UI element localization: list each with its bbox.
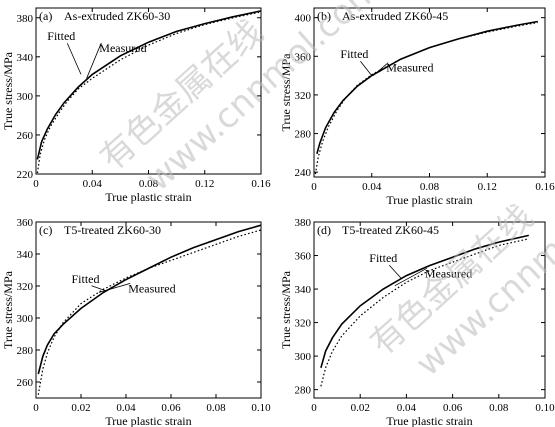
panel-title: T5-treated ZK60-45 xyxy=(342,223,439,237)
leader-fitted xyxy=(66,43,82,75)
x-axis-title: True plastic strain xyxy=(386,193,472,207)
x-tick-label: 0.04 xyxy=(397,402,417,414)
watermark-top: 有色金属在线 www.cnnmol.com xyxy=(93,0,388,199)
x-axis-title: True plastic strain xyxy=(105,190,191,204)
annotation-fitted: Fitted xyxy=(369,251,397,265)
annotation-fitted: Fitted xyxy=(47,29,75,43)
y-tick-label: 240 xyxy=(295,167,312,179)
x-tick-label: 0.08 xyxy=(489,402,509,414)
measured-curve xyxy=(320,238,529,387)
annotation-fitted: Fitted xyxy=(71,272,99,286)
y-tick-label: 260 xyxy=(17,130,34,142)
panel-label: (b) xyxy=(317,9,331,23)
panel-label: (a) xyxy=(39,9,52,23)
leader-fitted xyxy=(91,285,106,292)
x-tick-label: 0.08 xyxy=(420,181,440,193)
annotation-measured: Measured xyxy=(128,281,175,295)
panel-title: T5-treated ZK60-30 xyxy=(64,223,161,237)
fitted-curve xyxy=(37,224,262,375)
panel-a: 0 0.04 0.08 0.12 0.16 220 260 300 340 380 True pla… xyxy=(1,7,271,204)
plot-frame xyxy=(35,221,262,399)
leader-measured xyxy=(394,267,428,287)
measured-curve xyxy=(37,229,262,395)
annotation-measured: Measured xyxy=(425,266,472,280)
x-tick-label: 0.04 xyxy=(362,181,382,193)
y-tick-label: 340 xyxy=(17,52,34,64)
leader-measured xyxy=(86,42,102,79)
annotation-measured: Measured xyxy=(386,61,433,75)
annotation-fitted: Fitted xyxy=(340,47,368,61)
x-tick-label: 0.08 xyxy=(139,178,159,190)
y-tick-label: 360 xyxy=(17,217,34,229)
panel-label: (d) xyxy=(317,223,331,237)
measured-curve xyxy=(314,21,538,175)
x-tick-label: 0.02 xyxy=(351,402,370,414)
x-tick-label: 0.10 xyxy=(251,402,271,414)
x-tick-label: 0 xyxy=(33,402,39,414)
y-axis-title: True stress/MPa xyxy=(1,270,15,349)
fitted-curve xyxy=(316,20,538,155)
y-tick-label: 220 xyxy=(17,169,34,181)
panel-c: 0 0.02 0.04 0.06 0.08 0.10 260 280 300 320 340 360 T… xyxy=(1,217,271,427)
y-tick-label: 280 xyxy=(295,129,312,141)
panel-b: 0 0.04 0.08 0.12 0.16 240 280 320 360 400 True pla… xyxy=(279,7,555,207)
x-tick-label: 0 xyxy=(311,181,317,193)
x-tick-label: 0.12 xyxy=(195,178,214,190)
panel-title: As-extruded ZK60-45 xyxy=(342,9,448,23)
y-tick-label: 300 xyxy=(17,91,34,103)
y-tick-label: 260 xyxy=(17,377,34,389)
y-tick-label: 320 xyxy=(17,281,34,293)
panel-title: As-extruded ZK60-30 xyxy=(64,9,170,23)
y-axis-title: True stress/MPa xyxy=(279,53,293,132)
panel-label: (c) xyxy=(39,223,52,237)
y-tick-label: 340 xyxy=(295,284,312,296)
x-tick-label: 0.06 xyxy=(443,402,463,414)
y-tick-label: 380 xyxy=(17,13,34,25)
y-tick-label: 300 xyxy=(17,313,34,325)
x-tick-label: 0.02 xyxy=(71,402,90,414)
x-tick-label: 0.08 xyxy=(206,402,226,414)
x-tick-label: 0.16 xyxy=(251,178,271,190)
y-tick-label: 360 xyxy=(295,51,312,63)
panel-d: 0 0.02 0.04 0.06 0.08 0.10 280 300 320 340 360 380 T… xyxy=(279,217,555,427)
x-tick-label: 0 xyxy=(33,178,39,190)
x-tick-label: 0.04 xyxy=(116,402,136,414)
plot-frame xyxy=(313,221,546,399)
x-tick-label: 0.12 xyxy=(478,181,497,193)
y-tick-label: 400 xyxy=(295,13,312,25)
leader-measured xyxy=(372,62,389,76)
fitted-curve xyxy=(36,10,262,160)
leader-measured xyxy=(98,283,131,293)
x-axis-title: True plastic strain xyxy=(386,414,472,427)
y-tick-label: 320 xyxy=(295,318,312,330)
x-tick-label: 0.10 xyxy=(535,402,555,414)
y-tick-label: 280 xyxy=(295,385,312,397)
y-tick-label: 380 xyxy=(295,217,312,229)
y-tick-label: 280 xyxy=(17,345,34,357)
y-axis-title: True stress/MPa xyxy=(1,51,15,130)
fitted-curve xyxy=(320,234,529,369)
x-tick-label: 0.04 xyxy=(83,178,103,190)
y-tick-label: 360 xyxy=(295,251,312,263)
x-tick-label: 0 xyxy=(311,402,317,414)
x-tick-label: 0.06 xyxy=(161,402,181,414)
leader-fitted xyxy=(389,264,403,280)
y-axis-title: True stress/MPa xyxy=(279,270,293,349)
x-axis-title: True plastic strain xyxy=(105,414,191,427)
y-tick-label: 340 xyxy=(17,249,34,261)
y-tick-label: 320 xyxy=(295,90,312,102)
annotation-measured: Measured xyxy=(99,41,146,55)
x-tick-label: 0.16 xyxy=(535,181,555,193)
leader-fitted xyxy=(360,60,373,76)
y-tick-label: 300 xyxy=(295,351,312,363)
